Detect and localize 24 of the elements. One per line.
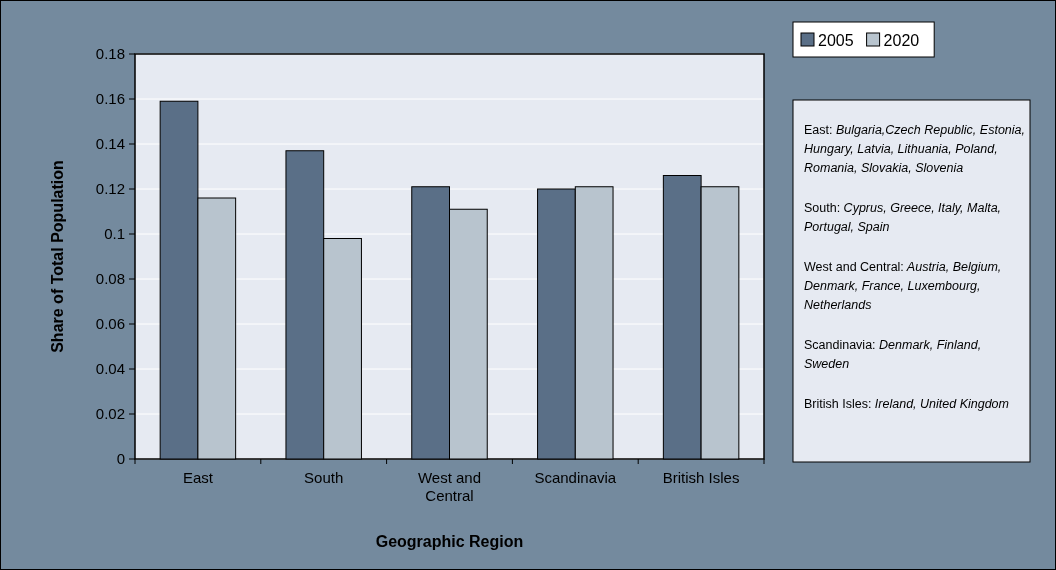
y-tick-label: 0.16 <box>95 90 125 108</box>
y-tick-label: 0.02 <box>95 405 125 423</box>
y-tick-label: 0.14 <box>95 135 125 153</box>
y-tick-label: 0.1 <box>104 225 125 243</box>
y-tick-label: 0.06 <box>95 315 125 333</box>
text: East: Bulgaria,Czech Republic, Estonia, Hungary, Latvia, Lithuania, Poland, Romania, Slovakia, Slovenia <box>804 123 1025 175</box>
x-tick-label: British Isles <box>662 469 740 486</box>
x-tick-label: East <box>182 469 214 486</box>
y-axis-title: Share of Total Population <box>49 160 66 353</box>
legend-label: 2020 <box>883 31 920 49</box>
x-tick-label: Scandinavia <box>534 469 617 486</box>
y-tick-label: 0.12 <box>95 180 125 198</box>
y-tick-label: 0 <box>116 450 125 468</box>
y-tick-label: 0.18 <box>95 45 125 63</box>
y-tick-label: 0.08 <box>95 270 125 288</box>
text: South: Cyprus, Greece, Italy, Malta, Portugal, Spain <box>804 201 1002 234</box>
text: West and Central: Austria, Belgium, Denmark, France, Luxembourg, Netherlands <box>804 260 1002 312</box>
x-axis-title: Geographic Region <box>375 533 524 550</box>
x-tick-label: West and Central <box>417 469 482 504</box>
text: British Isles: Ireland, United Kingdom <box>804 397 1009 411</box>
legend-label: 2005 <box>818 31 854 49</box>
y-tick-label: 0.04 <box>95 360 125 378</box>
x-tick-label: South <box>304 469 344 486</box>
text: Scandinavia: Denmark, Finland, Sweden <box>804 338 982 371</box>
